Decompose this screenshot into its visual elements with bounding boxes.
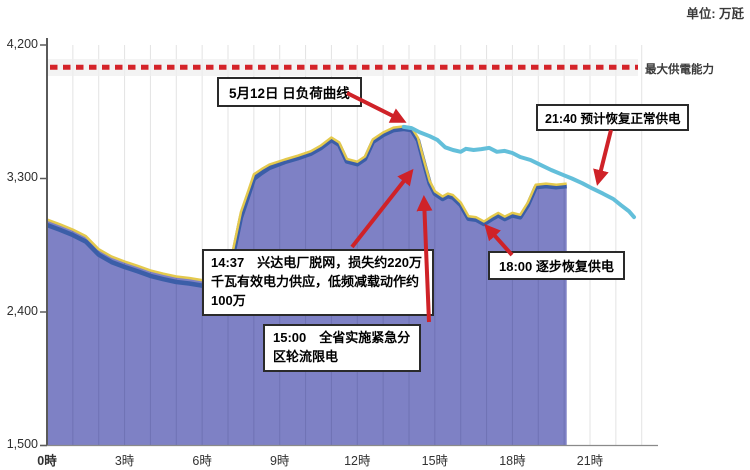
y-tick-label: 2,400: [6, 303, 38, 318]
x-tick-label: 15時: [421, 454, 449, 468]
actual-load-blue-line: [46, 126, 567, 289]
x-tick-label: 0時: [37, 454, 57, 468]
x-tick-label: 3時: [114, 454, 135, 468]
annotation-load-curve: 5月12日 日负荷曲线: [217, 77, 362, 107]
x-tick-label: 6時: [192, 454, 212, 468]
annotation-restore-full-2140: 21:40 预计恢复正常供电: [536, 104, 690, 131]
actual-load-yellow-line: [46, 125, 567, 283]
x-tick-label: 21時: [576, 454, 604, 468]
y-tick-label: 3,300: [6, 170, 38, 185]
x-tick-label: 9時: [269, 454, 290, 468]
x-tick-label: 18時: [499, 454, 526, 468]
x-tick-label: 12時: [344, 454, 371, 468]
max-supply-label: 最大供電能力: [645, 64, 714, 76]
annotation-plant-trip-1437: 14:37 兴达电厂脱网，损失约220万千瓦有效电力供应，低频减载动作约100万: [202, 249, 434, 316]
axes: [40, 38, 658, 447]
annotation-rationing-1500: 15:00 全省实施紧急分区轮流限电: [263, 324, 421, 372]
forecast-line: [401, 124, 636, 220]
unit-label: 单位: 万瓩: [686, 7, 744, 21]
y-tick-label: 1,500: [6, 437, 38, 452]
annotation-gradual-restore-1800: 18:00 逐步恢复供电: [488, 251, 625, 280]
y-tick-label: 4,200: [6, 37, 38, 51]
